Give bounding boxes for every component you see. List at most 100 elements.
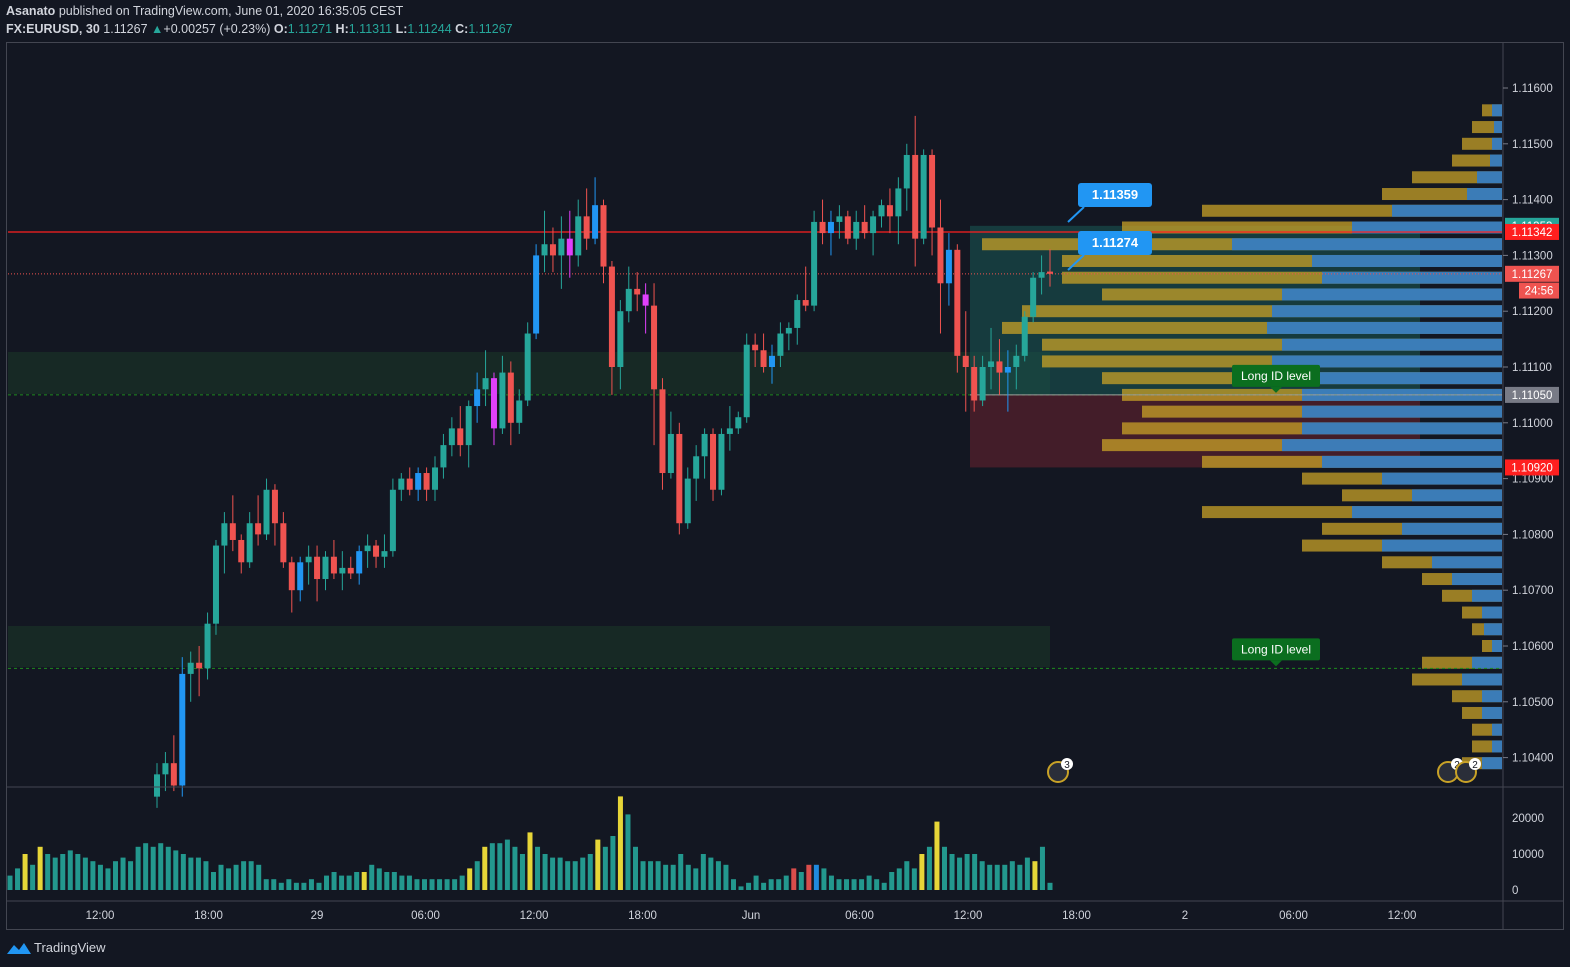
low-value: 1.11244 <box>407 22 452 36</box>
volume-bar <box>135 846 141 890</box>
time-tick-label: 18:00 <box>628 910 657 922</box>
level-label-box[interactable] <box>1232 638 1320 661</box>
volume-profile-row-inner <box>1412 489 1502 502</box>
volume-bar <box>45 854 51 890</box>
candle-body <box>229 523 236 540</box>
candle-body <box>549 244 556 256</box>
candle-body <box>482 378 489 390</box>
time-tick-label: 06:00 <box>1279 910 1308 922</box>
volume-profile-row-inner <box>1492 137 1502 150</box>
volume-bar <box>278 882 284 890</box>
candle-body <box>263 489 270 535</box>
close-value: 1.11267 <box>468 22 513 36</box>
volume-bar <box>67 850 73 890</box>
candle-body <box>1004 367 1011 373</box>
volume-profile-row-inner <box>1477 171 1502 184</box>
volume-bar <box>844 879 850 890</box>
volume-bar <box>926 846 932 890</box>
volume-bar <box>1047 882 1053 890</box>
volume-profile-row-inner <box>1302 405 1502 418</box>
candle-body <box>583 216 590 239</box>
level-label-box[interactable] <box>1232 364 1320 387</box>
level-labels[interactable]: Long ID level Long ID level <box>1232 364 1320 667</box>
candle-body <box>558 238 565 256</box>
time-axis[interactable]: 12:00 18:00 29 06:00 12:00 18:00 Jun 06:00 12:00… <box>86 910 1417 922</box>
candle-body <box>811 221 818 306</box>
callout-box[interactable] <box>1078 183 1152 207</box>
volume-bar <box>444 879 450 890</box>
volume-bar <box>1002 864 1008 890</box>
volume-bar <box>746 882 752 890</box>
volume-bar <box>143 843 149 890</box>
author[interactable]: Asanato <box>6 4 56 18</box>
candle-body <box>777 333 784 356</box>
volume-bar <box>82 857 88 890</box>
candle-body <box>179 673 186 786</box>
symbol[interactable]: FX:EURUSD, 30 <box>6 22 100 36</box>
time-tick-label: 06:00 <box>411 910 440 922</box>
volume-bar <box>896 868 902 890</box>
volume-bar <box>203 861 209 890</box>
price-tick-label: 1.10400 <box>1512 753 1554 765</box>
candle-body <box>381 551 388 557</box>
candle-body <box>962 355 969 367</box>
candle-body <box>886 205 893 217</box>
candle-body <box>954 249 961 356</box>
volume-bar <box>557 857 563 890</box>
volume-bar <box>1032 861 1038 890</box>
volume-profile-row-inner <box>1267 321 1502 334</box>
candle-body <box>836 216 843 222</box>
volume-bar <box>580 857 586 890</box>
volume-bar <box>1009 861 1015 890</box>
chart-frame[interactable] <box>6 42 1564 930</box>
header: Asanato published on TradingView.com, Ju… <box>0 0 1570 42</box>
candle-body <box>347 567 354 574</box>
event-badge-count: 2 <box>1472 760 1478 771</box>
candle-body <box>785 327 792 334</box>
candle-body <box>1030 277 1037 317</box>
time-tick-label: 12:00 <box>86 910 115 922</box>
candle-body <box>516 400 523 423</box>
event-badge <box>1061 758 1073 770</box>
callout-box[interactable] <box>1078 231 1152 255</box>
low-label: L: <box>395 22 408 36</box>
candle-body <box>929 154 936 228</box>
price-callouts[interactable]: 1.11359 1.11274 <box>1067 183 1152 271</box>
volume-bar <box>467 868 473 890</box>
time-tick-label: Jun <box>742 910 761 922</box>
candle-body <box>204 623 211 669</box>
volume-bar <box>648 861 654 890</box>
volume-bar <box>158 843 164 890</box>
volume-profile-row-inner <box>1282 288 1502 301</box>
high-label: H: <box>335 22 349 36</box>
candle-body <box>339 567 346 574</box>
candle-body <box>314 556 321 580</box>
volume-bar <box>904 861 910 890</box>
candle-body <box>533 255 540 334</box>
price-axis[interactable]: 1.11600 1.11500 1.11400 1.11300 1.11200 1.111… <box>1503 83 1554 765</box>
candle-body <box>389 489 396 552</box>
price-tick-label: 1.10500 <box>1512 697 1554 709</box>
last-price: 1.11267 <box>103 22 148 36</box>
candle-body <box>465 406 472 446</box>
volume-bar <box>700 854 706 890</box>
price-label: 1.10920 <box>1511 462 1553 474</box>
candle-body <box>490 378 497 429</box>
ohlc-line: FX:EURUSD, 30 1.11267 ▲+0.00257 (+0.23%)… <box>6 22 513 36</box>
candle-body <box>423 473 430 490</box>
candle-body <box>575 216 582 256</box>
volume-profile-row-inner <box>1232 238 1502 251</box>
brand-name[interactable]: TradingView <box>34 940 106 955</box>
volume-bar <box>783 875 789 890</box>
candle-body <box>1038 272 1045 278</box>
volume-profile-row-inner <box>1492 104 1502 117</box>
volume-bar <box>715 861 721 890</box>
price-tick-label: 1.11100 <box>1512 362 1552 374</box>
volume-bar <box>226 868 232 890</box>
volume-bar <box>339 875 345 890</box>
volume-profile-row-inner <box>1352 506 1502 519</box>
volume-bar <box>617 796 623 890</box>
volume-profile-row-inner <box>1392 204 1502 217</box>
